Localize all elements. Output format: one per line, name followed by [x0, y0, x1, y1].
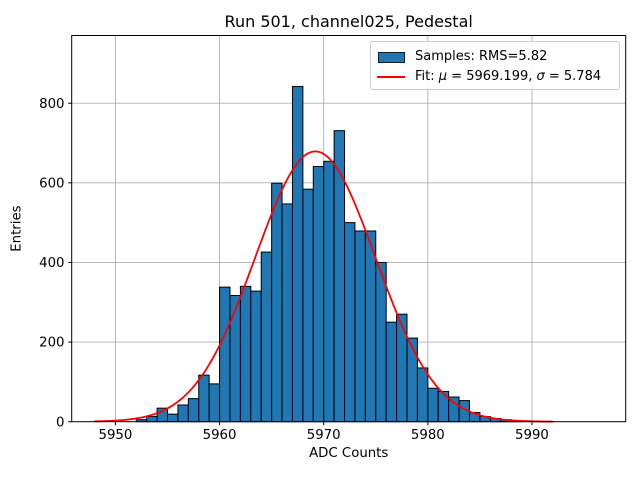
histogram-bar — [250, 290, 262, 423]
histogram-bar — [281, 203, 293, 423]
greek-symbol: σ — [536, 69, 545, 84]
histogram-bar — [354, 230, 366, 423]
x-tick-label: 5970 — [307, 428, 341, 443]
histogram-bar — [406, 337, 418, 423]
histogram-bar — [167, 413, 179, 423]
histogram-bar — [427, 387, 439, 423]
y-axis-label: Entries — [10, 205, 25, 251]
histogram-bar — [385, 321, 398, 423]
histogram-bar — [208, 383, 221, 423]
y-tick-label: 400 — [39, 256, 64, 271]
x-axis-label: ADC Counts — [309, 446, 388, 461]
y-tick-label: 200 — [39, 336, 64, 351]
histogram-bar — [271, 182, 283, 423]
x-tick-label: 5950 — [99, 428, 133, 443]
y-tick-label: 0 — [56, 415, 64, 430]
fit-label-text: = 5.784 — [544, 69, 602, 84]
histogram-bar — [291, 85, 304, 423]
histogram-bar — [396, 313, 408, 423]
histogram-bar — [198, 374, 210, 423]
axes-spines — [71, 35, 627, 423]
x-tick-label: 5980 — [411, 428, 445, 443]
fit-line-swatch — [377, 76, 405, 78]
histogram-bar — [177, 404, 189, 423]
histogram-bar — [364, 230, 377, 423]
histogram-bar — [302, 188, 314, 423]
fit-label-text: Fit: — [415, 69, 439, 84]
legend-entry-samples: Samples: RMS=5.82 — [377, 47, 613, 67]
x-tick-label: 5990 — [515, 428, 549, 443]
y-tick-label: 600 — [39, 176, 64, 191]
x-tick-label: 5960 — [203, 428, 237, 443]
fit-label-text: = 5969.199, — [447, 69, 537, 84]
histogram-bar — [187, 398, 200, 423]
fit-curve — [93, 150, 554, 423]
histogram-bar — [239, 285, 252, 423]
histogram-bar — [146, 416, 158, 423]
histogram-bar — [229, 294, 241, 423]
histogram-swatch — [378, 51, 405, 63]
legend-box: Samples: RMS=5.82 Fit: μ = 5969.199, σ =… — [370, 41, 620, 90]
histogram-bar — [312, 165, 325, 423]
histogram-bar — [219, 286, 231, 423]
chart-title: Run 501, channel025, Pedestal — [225, 12, 473, 31]
y-tick-label: 800 — [39, 97, 64, 112]
histogram-bar — [416, 367, 429, 423]
greek-symbol: μ — [438, 69, 448, 84]
histogram-bar — [260, 251, 273, 423]
histogram-bar — [333, 130, 346, 423]
histogram-bar — [375, 261, 387, 423]
legend-entry-fit: Fit: μ = 5969.199, σ = 5.784 — [377, 67, 613, 87]
legend-fit-label: Fit: μ = 5969.199, σ = 5.784 — [415, 67, 601, 87]
histogram-bar — [323, 160, 335, 423]
legend-samples-label: Samples: RMS=5.82 — [415, 49, 548, 64]
histogram-bar — [344, 222, 356, 423]
